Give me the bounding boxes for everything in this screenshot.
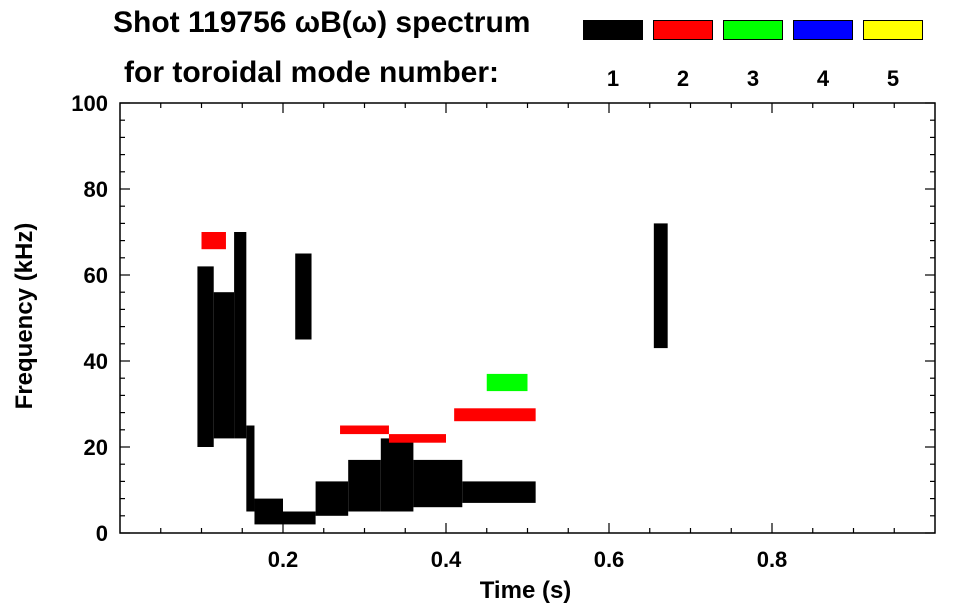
- x-tick-label: 0.6: [594, 547, 625, 572]
- axis-ticks: 0.2 0.4 0.6 0.8 0 20 40 60 80 100: [71, 91, 935, 572]
- legend-swatch-1: [583, 20, 643, 40]
- y-tick-label: 40: [84, 349, 108, 374]
- y-tick-label: 60: [84, 263, 108, 288]
- y-tick-label: 20: [84, 435, 108, 460]
- legend-label-5: 5: [886, 66, 900, 91]
- legend-label-3: 3: [746, 66, 760, 91]
- spectrum-region-n=1-6: [315, 481, 349, 516]
- legend-title: for toroidal mode number:: [124, 56, 499, 89]
- spectrum-region-n=1-8: [380, 438, 414, 512]
- y-axis-label: Frequency (kHz): [11, 223, 38, 410]
- legend-label-2: 2: [676, 66, 690, 91]
- spectrum-region-n=1-10: [462, 481, 536, 503]
- x-tick-label: 0.4: [431, 547, 462, 572]
- spectrum-region-n=1-7: [348, 459, 381, 512]
- x-tick-label: 0.8: [757, 547, 788, 572]
- legend-label-4: 4: [816, 66, 830, 91]
- x-tick-label: 0.2: [268, 547, 299, 572]
- legend-swatch-2: [653, 20, 713, 40]
- spectrum-region-n=2-0: [201, 232, 226, 250]
- y-tick-label: 80: [84, 177, 108, 202]
- spectrum-region-n=1-11: [295, 253, 312, 340]
- spectrum-region-n=1-0: [197, 266, 214, 447]
- spectrum-region-n=1-12: [653, 223, 668, 349]
- x-axis-label: Time (s): [480, 577, 572, 604]
- legend-swatch-5: [863, 20, 923, 40]
- y-tick-label: 100: [71, 91, 108, 116]
- spectrum-region-n=2-1: [340, 425, 389, 435]
- y-tick-label: 0: [96, 521, 108, 546]
- spectrum-region-n=1-2: [234, 232, 247, 439]
- spectrum-region-n=2-2: [388, 434, 446, 443]
- legend-label-1: 1: [606, 66, 620, 91]
- chart-title: Shot 119756 ωB(ω) spectrum: [113, 6, 531, 39]
- spectrum-region-n=1-9: [413, 459, 463, 508]
- spectrum-region-n=1-5: [283, 511, 316, 525]
- spectrum-region-n=2-3: [454, 408, 536, 422]
- spectrum-region-n=3-0: [486, 373, 528, 392]
- spectrum-region-n=1-1: [213, 292, 235, 439]
- legend-swatch-4: [793, 20, 853, 40]
- spectrum-region-n=1-4: [254, 498, 283, 525]
- legend-swatch-3: [723, 20, 783, 40]
- spectrum-marks: [197, 223, 668, 525]
- spectrum-region-n=1-3: [246, 425, 255, 512]
